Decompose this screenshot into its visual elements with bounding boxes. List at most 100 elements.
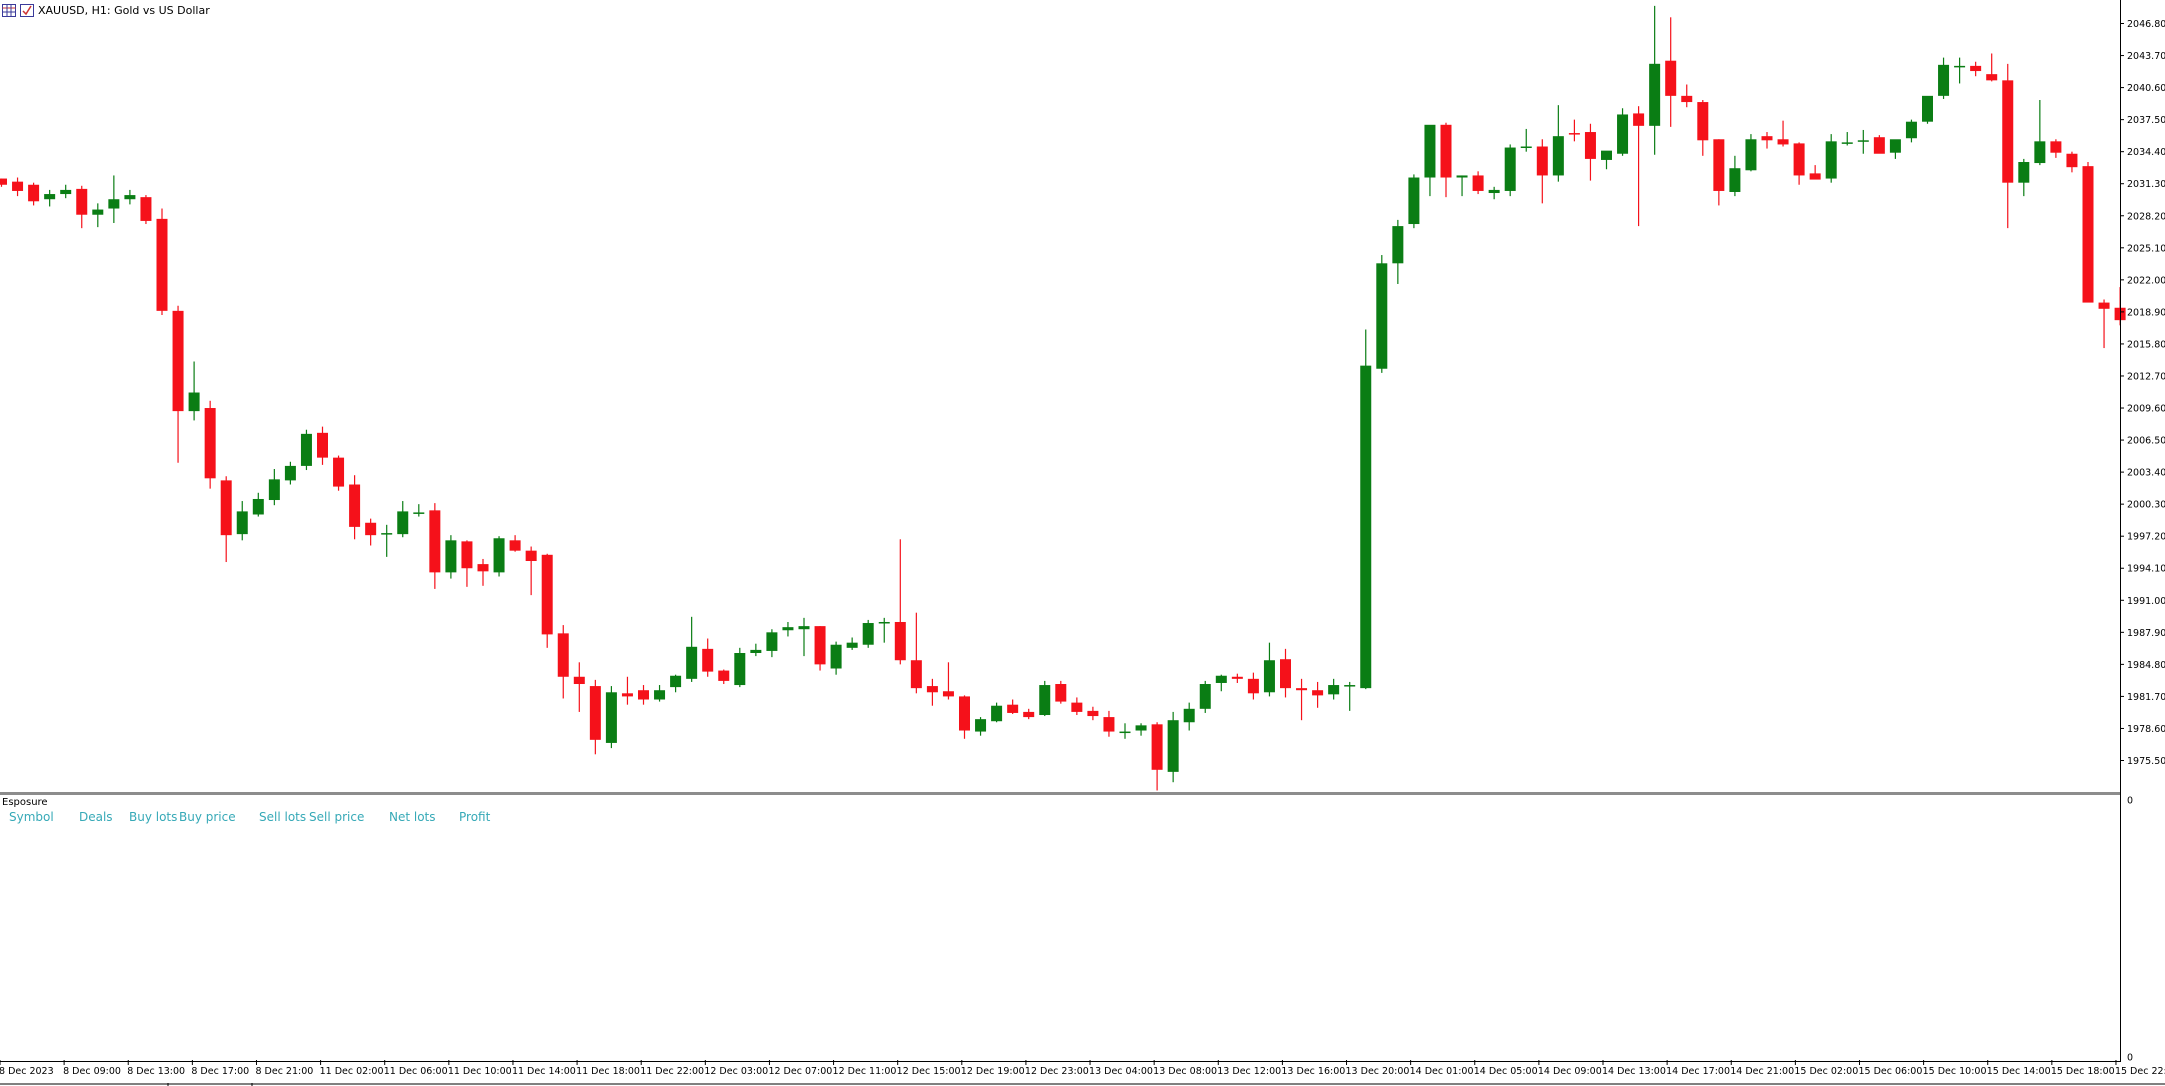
column-net-lots: Net lots <box>389 810 436 824</box>
candle-body <box>365 522 377 536</box>
time-tick-label: 11 Dec 18:00 <box>576 1066 640 1077</box>
price-tick-label: 2012.70 <box>2127 371 2165 382</box>
candle <box>862 619 874 648</box>
price-tick-label: 2006.50 <box>2127 436 2165 447</box>
candle-body <box>1536 146 1548 176</box>
candle <box>493 536 505 577</box>
candle <box>654 685 666 702</box>
time-tick-label: 11 Dec 22:00 <box>640 1066 704 1077</box>
candle <box>156 208 168 315</box>
candle <box>1697 99 1709 156</box>
candle <box>365 518 377 546</box>
time-tick-label: 15 Dec 10:00 <box>1923 1066 1987 1077</box>
candle <box>317 426 328 465</box>
time-tick-label: 14 Dec 05:00 <box>1474 1066 1538 1077</box>
candle <box>718 669 730 685</box>
candle-body <box>862 623 874 645</box>
time-tick-label: 14 Dec 17:00 <box>1666 1066 1730 1077</box>
candle-body <box>1970 65 1982 72</box>
price-tick-label: 2015.80 <box>2127 339 2165 350</box>
candle <box>734 647 746 688</box>
candle-body <box>573 676 585 685</box>
candle-body <box>1889 139 1901 153</box>
column-sell-lots: Sell lots <box>259 810 307 824</box>
candle-body <box>1713 139 1725 191</box>
candle-body <box>2050 141 2062 153</box>
candle-body <box>670 675 682 688</box>
candle <box>1199 680 1211 713</box>
candle-body <box>1873 137 1885 154</box>
candle-body <box>1071 702 1083 712</box>
candle-body <box>2018 162 2030 183</box>
candle <box>477 558 489 586</box>
candle <box>1376 255 1388 373</box>
candle <box>926 678 938 706</box>
time-tick-label: 12 Dec 19:00 <box>961 1066 1025 1077</box>
candle-body <box>1665 60 1677 96</box>
column-deals: Deals <box>79 810 113 824</box>
candle <box>991 702 1003 723</box>
candle <box>1954 57 1966 84</box>
price-tick-label: 2022.00 <box>2127 275 2165 286</box>
candle-body <box>1055 684 1067 702</box>
candle <box>702 638 714 677</box>
candle <box>300 429 312 471</box>
price-tick-label: 2003.40 <box>2127 468 2165 479</box>
time-tick-label: 14 Dec 21:00 <box>1730 1066 1794 1077</box>
candle <box>525 546 537 596</box>
candle-body <box>1328 685 1340 695</box>
candle <box>1055 680 1067 704</box>
candle <box>1488 186 1500 200</box>
candle-body <box>381 533 393 535</box>
subwindow-axis-label: 0 <box>2127 796 2133 807</box>
candle <box>910 612 922 694</box>
candle <box>1456 175 1468 197</box>
candle <box>1087 706 1099 721</box>
time-tick-label: 12 Dec 23:00 <box>1025 1066 1089 1077</box>
table-grid-icon[interactable] <box>2 3 16 17</box>
time-tick-label: 8 Dec 17:00 <box>191 1066 249 1077</box>
candle <box>509 535 521 552</box>
candle-body <box>60 189 72 195</box>
candle-body <box>1408 177 1420 225</box>
candle <box>1119 723 1131 739</box>
candle-body <box>204 408 216 479</box>
candle-body <box>830 644 842 669</box>
price-tick-label: 1991.00 <box>2127 596 2165 607</box>
candle-body <box>477 564 489 572</box>
candle <box>1809 165 1821 180</box>
candle-body <box>252 498 264 515</box>
candle-body <box>1504 147 1516 191</box>
candle <box>1007 699 1019 714</box>
price-tick-label: 2028.20 <box>2127 211 2165 222</box>
candle-body <box>1440 124 1452 178</box>
candle <box>397 501 409 538</box>
price-tick-label: 2040.60 <box>2127 83 2165 94</box>
candle <box>445 535 457 579</box>
indicator-checkbox-icon[interactable] <box>20 3 34 17</box>
candle <box>959 695 970 739</box>
candle-body <box>300 433 312 466</box>
candle <box>1071 697 1083 716</box>
price-tick-label: 1978.60 <box>2127 724 2165 735</box>
price-axis: 2046.80 2043.70 2040.60 2037.50 2034.40 2031.… <box>2120 19 2165 1064</box>
candle <box>92 203 104 228</box>
candle <box>830 641 842 675</box>
candle <box>1039 680 1051 717</box>
candle-body <box>0 178 7 185</box>
candle-body <box>798 626 810 630</box>
candle <box>1633 106 1645 227</box>
candle <box>1167 711 1179 783</box>
candle-body <box>1456 175 1468 178</box>
candle <box>766 629 778 658</box>
time-tick-label: 13 Dec 12:00 <box>1217 1066 1281 1077</box>
candle-body <box>541 554 553 635</box>
candle <box>814 626 826 671</box>
candle-body <box>1119 731 1131 734</box>
candle-body <box>846 642 858 648</box>
candle-body <box>1039 685 1051 716</box>
candle <box>1938 57 1950 99</box>
candle <box>268 469 280 506</box>
candle-body <box>1376 263 1388 369</box>
